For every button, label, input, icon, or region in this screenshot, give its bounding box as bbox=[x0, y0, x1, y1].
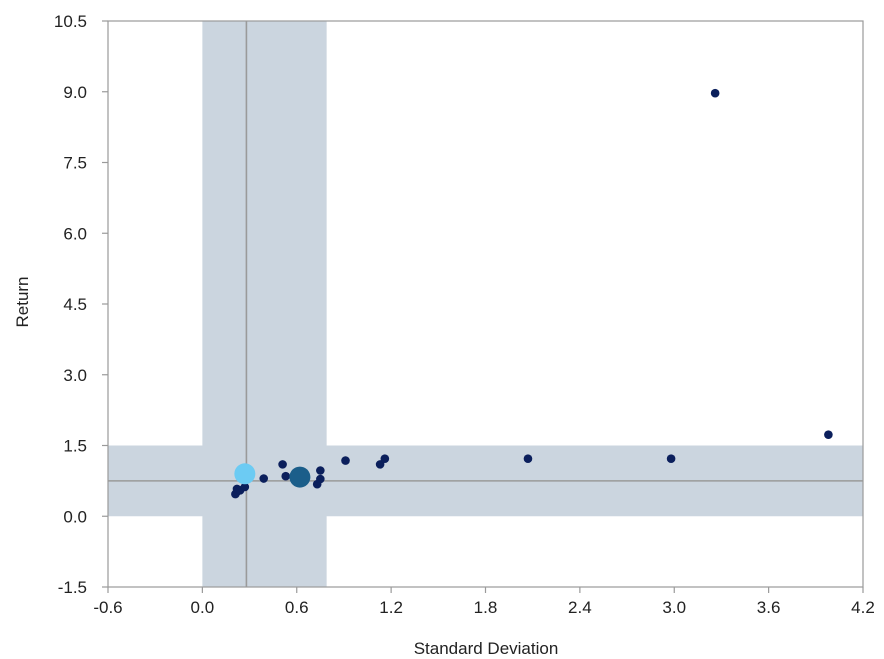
x-tick-label: -0.6 bbox=[93, 598, 122, 617]
x-tick-label: 3.6 bbox=[757, 598, 781, 617]
y-tick-label: -1.5 bbox=[58, 578, 87, 597]
x-axis-title: Standard Deviation bbox=[414, 639, 559, 658]
data-point bbox=[380, 454, 390, 464]
y-tick-label: 1.5 bbox=[63, 437, 87, 456]
data-point bbox=[710, 88, 720, 98]
y-tick-label: 9.0 bbox=[63, 83, 87, 102]
reference-lines bbox=[108, 21, 863, 587]
data-points bbox=[231, 88, 833, 499]
y-tick-label: 0.0 bbox=[63, 507, 87, 526]
data-point bbox=[316, 474, 325, 484]
x-tick-label: 2.4 bbox=[568, 598, 592, 617]
x-tick-label: 0.6 bbox=[285, 598, 309, 617]
data-point bbox=[341, 456, 350, 465]
data-point bbox=[278, 460, 287, 469]
axis-ticks: -0.6 0.0 0.6 1.2 1.8 2.4 3.0 3.6 4.2 10.5 9.0 7.5 6.… bbox=[54, 12, 875, 617]
highlight-point-light bbox=[234, 463, 256, 485]
x-tick-label: 0.0 bbox=[191, 598, 215, 617]
x-tick-label: 3.0 bbox=[662, 598, 686, 617]
y-tick-label: 4.5 bbox=[63, 295, 87, 314]
data-point bbox=[523, 454, 533, 464]
y-tick-label: 3.0 bbox=[63, 366, 87, 385]
data-point bbox=[316, 466, 325, 475]
x-tick-label: 1.2 bbox=[379, 598, 403, 617]
data-point bbox=[824, 430, 833, 439]
shaded-bands bbox=[108, 21, 863, 587]
y-tick-label: 7.5 bbox=[63, 154, 87, 173]
x-tick-label: 4.2 bbox=[851, 598, 875, 617]
y-tick-label: 10.5 bbox=[54, 12, 87, 31]
data-point bbox=[666, 454, 676, 464]
highlight-point-dark bbox=[289, 466, 311, 488]
y-axis-title: Return bbox=[13, 276, 32, 327]
y-tick-label: 6.0 bbox=[63, 224, 87, 243]
data-point bbox=[259, 474, 269, 483]
data-point bbox=[240, 482, 250, 492]
data-point bbox=[375, 460, 385, 469]
x-tick-label: 1.8 bbox=[474, 598, 498, 617]
data-point bbox=[281, 471, 291, 481]
